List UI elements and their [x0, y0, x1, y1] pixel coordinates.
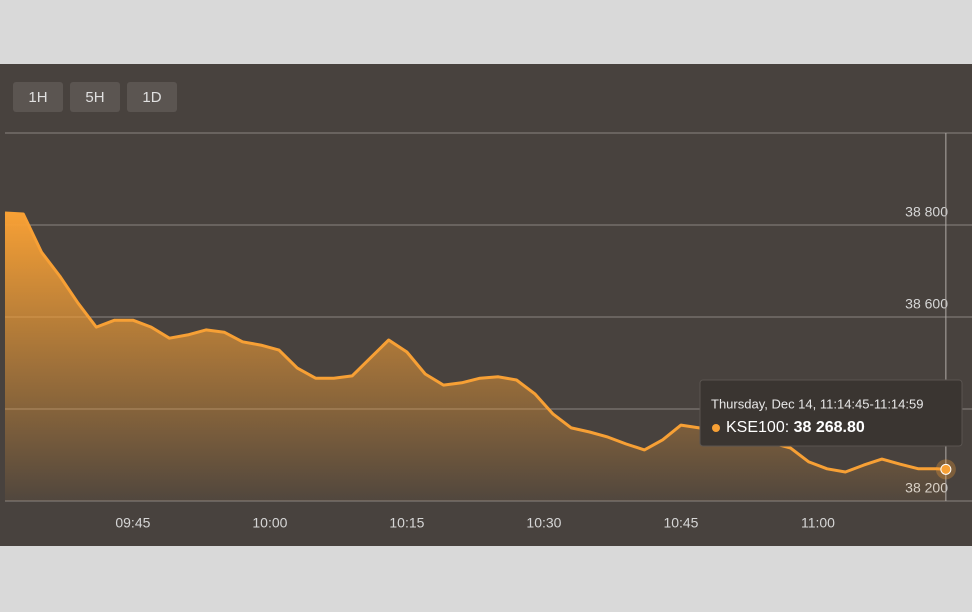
tooltip-dot [712, 424, 720, 432]
tooltip-number: 38 268.80 [794, 419, 865, 436]
tooltip-series-name: KSE100 [726, 419, 785, 436]
range-button[interactable] [127, 82, 177, 112]
y-tick-label: 38 800 [905, 204, 948, 220]
series-line [4, 211, 946, 474]
x-tick-label: 09:45 [115, 515, 150, 531]
x-tick-label: 10:00 [252, 515, 287, 531]
x-tick-label: 11:00 [801, 515, 835, 531]
tooltip-value: KSE100: 38 268.80 [726, 419, 865, 436]
x-tick-label: 10:30 [526, 515, 561, 531]
range-button-label[interactable]: 1H [28, 89, 47, 106]
tooltip-box [699, 379, 963, 447]
range-button[interactable] [13, 82, 63, 112]
hover-point [940, 463, 952, 475]
area-fill [5, 213, 946, 501]
range-button-label[interactable]: 5H [85, 89, 104, 106]
x-tick-label: 10:15 [389, 515, 424, 531]
x-tick-label: 10:45 [663, 515, 698, 531]
tooltip-title: Thursday, Dec 14, 11:14:45-11:14:59 [711, 396, 923, 411]
range-button[interactable] [70, 82, 120, 112]
range-button-label[interactable]: 1D [142, 89, 161, 106]
tooltip-separator: : [785, 419, 794, 436]
y-tick-label: 38 600 [905, 296, 948, 312]
